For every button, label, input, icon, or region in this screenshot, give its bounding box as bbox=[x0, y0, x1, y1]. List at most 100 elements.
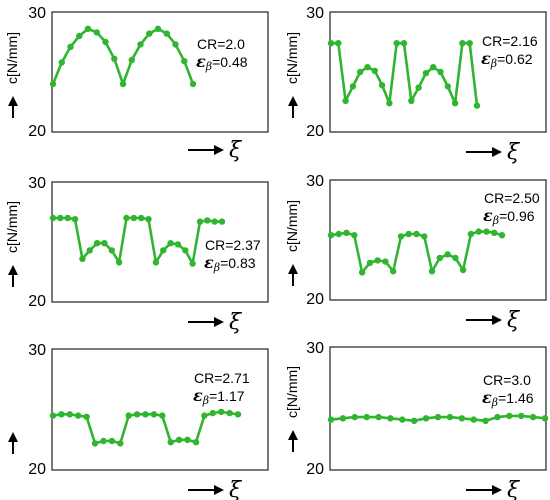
data-point bbox=[466, 40, 473, 47]
data-point bbox=[101, 240, 108, 247]
plot-frame bbox=[329, 346, 547, 471]
data-point bbox=[374, 257, 381, 264]
data-point bbox=[57, 214, 64, 222]
cr-annotation: CR=3.0 bbox=[483, 372, 531, 388]
data-point bbox=[64, 214, 71, 222]
data-point bbox=[342, 97, 349, 105]
data-point bbox=[482, 417, 489, 424]
epsilon-value: =1.46 bbox=[498, 390, 534, 406]
data-point bbox=[184, 436, 191, 443]
data-point bbox=[371, 67, 378, 75]
data-point bbox=[137, 41, 144, 48]
epsilon-symbol: ε bbox=[482, 388, 492, 407]
y-axis-label: c[N/mm] bbox=[4, 201, 20, 253]
series-line bbox=[51, 27, 195, 86]
cr-annotation: CR=2.0 bbox=[197, 36, 245, 52]
data-point bbox=[428, 268, 436, 275]
epsilon-subscript: β bbox=[205, 60, 212, 73]
y-tick-label: 30 bbox=[28, 175, 46, 192]
data-point bbox=[83, 413, 90, 420]
data-point bbox=[133, 411, 141, 418]
plot-frame bbox=[51, 11, 269, 133]
epsilon-subscript: β bbox=[490, 57, 497, 70]
epsilon-value: =0.96 bbox=[499, 208, 535, 224]
data-point bbox=[413, 230, 420, 238]
data-point bbox=[349, 83, 357, 90]
data-point bbox=[58, 411, 65, 418]
data-point bbox=[154, 25, 162, 32]
data-point bbox=[152, 259, 160, 266]
x-axis-label: ξ bbox=[507, 308, 521, 333]
x-arrowhead bbox=[492, 147, 502, 157]
cr-annotation: CR=2.16 bbox=[482, 33, 538, 49]
y-tick-label: 20 bbox=[306, 123, 324, 140]
data-point bbox=[421, 233, 428, 240]
data-point bbox=[529, 413, 537, 421]
data-point bbox=[335, 40, 342, 47]
data-point bbox=[146, 30, 153, 37]
data-point bbox=[405, 230, 412, 238]
data-point bbox=[390, 268, 397, 275]
data-point bbox=[181, 58, 188, 65]
plot-frame bbox=[51, 181, 269, 303]
x-axis-label: ξ bbox=[229, 478, 243, 500]
data-point bbox=[467, 230, 475, 238]
data-point bbox=[335, 230, 342, 238]
y-axis-label: c[N/mm] bbox=[284, 32, 300, 84]
data-point bbox=[211, 218, 218, 225]
data-point bbox=[327, 232, 335, 239]
data-point bbox=[108, 437, 116, 445]
epsilon-symbol: ε bbox=[483, 206, 493, 225]
data-point bbox=[415, 84, 422, 91]
data-point bbox=[366, 259, 374, 266]
data-point bbox=[119, 80, 127, 88]
data-point bbox=[79, 255, 86, 262]
y-tick-label: 30 bbox=[306, 5, 324, 22]
data-point bbox=[128, 56, 135, 64]
data-point bbox=[189, 260, 196, 267]
epsilon-annotation: εβ=1.17 bbox=[193, 386, 245, 407]
data-point bbox=[363, 413, 370, 421]
data-point bbox=[138, 214, 145, 222]
y-tick-label: 20 bbox=[28, 123, 46, 140]
data-point bbox=[430, 63, 437, 71]
data-point bbox=[351, 232, 358, 239]
data-point bbox=[145, 216, 152, 223]
y-axis-label: c[N/mm] bbox=[4, 32, 20, 84]
cr-annotation: CR=2.71 bbox=[194, 370, 250, 386]
epsilon-annotation: εβ=0.96 bbox=[483, 206, 535, 227]
data-point bbox=[130, 214, 137, 222]
data-point bbox=[93, 240, 101, 247]
data-point bbox=[408, 97, 415, 105]
data-point bbox=[494, 413, 501, 421]
data-point bbox=[167, 439, 174, 446]
data-point bbox=[160, 247, 167, 254]
epsilon-annotation: εβ=1.46 bbox=[482, 388, 534, 409]
plot-frame bbox=[329, 179, 547, 301]
data-point bbox=[67, 43, 74, 50]
data-point bbox=[446, 413, 454, 421]
x-arrowhead bbox=[492, 485, 502, 495]
x-axis-label: ξ bbox=[229, 138, 243, 163]
series-line bbox=[330, 230, 503, 274]
y-tick-label: 30 bbox=[306, 340, 324, 357]
y-tick-label: 30 bbox=[28, 5, 46, 22]
epsilon-value: =0.48 bbox=[212, 54, 248, 70]
data-point bbox=[437, 68, 444, 76]
epsilon-symbol: ε bbox=[204, 253, 214, 272]
panel-1: 20 30 c[N/mm] ξ CR=2.0εβ=0.48 bbox=[4, 5, 269, 163]
data-point bbox=[422, 70, 430, 77]
data-point bbox=[541, 415, 549, 422]
data-point bbox=[49, 80, 57, 88]
x-axis-label: ξ bbox=[507, 478, 521, 500]
epsilon-value: =0.83 bbox=[220, 255, 256, 271]
data-point bbox=[226, 409, 233, 417]
data-point bbox=[142, 411, 149, 418]
data-point bbox=[66, 411, 74, 418]
y-tick-label: 20 bbox=[306, 291, 324, 308]
data-point bbox=[163, 30, 170, 37]
data-point bbox=[483, 228, 490, 235]
cr-annotation: CR=2.37 bbox=[205, 237, 261, 253]
data-point bbox=[175, 436, 183, 443]
